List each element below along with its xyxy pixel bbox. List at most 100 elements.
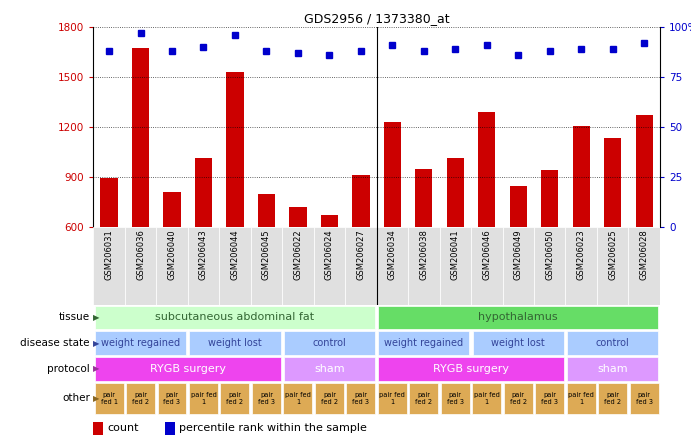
Text: GSM206027: GSM206027 — [357, 229, 366, 280]
Text: pair
fed 3: pair fed 3 — [352, 392, 370, 405]
Bar — [541, 170, 558, 227]
Bar — [536, 383, 565, 414]
Bar — [345, 227, 377, 305]
Bar — [502, 227, 534, 305]
Text: protocol: protocol — [47, 364, 90, 374]
Bar — [567, 383, 596, 414]
Bar — [95, 305, 375, 329]
Bar — [628, 227, 660, 305]
Text: sham: sham — [314, 364, 345, 374]
Text: pair fed
1: pair fed 1 — [191, 392, 216, 405]
Text: pair fed
1: pair fed 1 — [379, 392, 406, 405]
Bar — [95, 357, 281, 381]
Bar — [415, 169, 433, 227]
Text: control: control — [596, 338, 630, 348]
Title: GDS2956 / 1373380_at: GDS2956 / 1373380_at — [304, 12, 449, 25]
Bar — [565, 227, 597, 305]
Bar — [352, 175, 370, 227]
Bar — [95, 383, 124, 414]
Text: GSM206046: GSM206046 — [482, 229, 491, 280]
Text: RYGB surgery: RYGB surgery — [150, 364, 226, 374]
Bar — [597, 227, 628, 305]
Bar — [598, 383, 627, 414]
Bar — [314, 227, 345, 305]
Text: GSM206024: GSM206024 — [325, 229, 334, 280]
Bar — [377, 227, 408, 305]
Text: GSM206043: GSM206043 — [199, 229, 208, 280]
Text: weight lost: weight lost — [491, 338, 545, 348]
Bar — [378, 357, 564, 381]
Bar — [471, 227, 502, 305]
Bar — [509, 186, 527, 227]
Text: GSM206041: GSM206041 — [451, 229, 460, 280]
Text: GSM206040: GSM206040 — [167, 229, 176, 280]
Bar — [93, 227, 125, 305]
Bar — [409, 383, 438, 414]
Text: pair
fed 3: pair fed 3 — [541, 392, 558, 405]
Text: other: other — [62, 393, 90, 404]
Bar — [251, 227, 282, 305]
Bar — [164, 422, 175, 435]
Text: GSM206028: GSM206028 — [640, 229, 649, 280]
Bar — [95, 331, 186, 355]
Text: disease state: disease state — [20, 338, 90, 348]
Text: pair
fed 2: pair fed 2 — [415, 392, 433, 405]
Bar — [321, 215, 338, 227]
Text: GSM206044: GSM206044 — [230, 229, 240, 280]
Text: GSM206049: GSM206049 — [513, 229, 523, 280]
Bar — [220, 383, 249, 414]
Bar — [378, 383, 407, 414]
Text: GSM206045: GSM206045 — [262, 229, 271, 280]
Text: pair
fed 3: pair fed 3 — [447, 392, 464, 405]
Bar — [132, 48, 149, 227]
Text: RYGB surgery: RYGB surgery — [433, 364, 509, 374]
Text: subcutaneous abdominal fat: subcutaneous abdominal fat — [155, 313, 314, 322]
Bar — [439, 227, 471, 305]
Bar — [384, 122, 401, 227]
Text: pair fed
1: pair fed 1 — [285, 392, 311, 405]
Bar — [441, 383, 470, 414]
Bar — [534, 227, 565, 305]
Text: GSM206025: GSM206025 — [608, 229, 617, 280]
Bar — [163, 192, 180, 227]
Text: pair
fed 1: pair fed 1 — [100, 392, 117, 405]
Bar — [100, 178, 117, 227]
Bar — [219, 227, 251, 305]
Text: pair fed
1: pair fed 1 — [568, 392, 594, 405]
Bar — [93, 422, 103, 435]
Bar — [604, 139, 621, 227]
Bar — [125, 227, 156, 305]
Bar — [567, 331, 659, 355]
Text: tissue: tissue — [59, 313, 90, 322]
Bar — [195, 159, 212, 227]
Bar — [189, 331, 281, 355]
Bar — [126, 383, 155, 414]
Bar — [189, 383, 218, 414]
Text: percentile rank within the sample: percentile rank within the sample — [178, 424, 366, 433]
Text: GSM206022: GSM206022 — [294, 229, 303, 280]
Text: pair
fed 2: pair fed 2 — [510, 392, 527, 405]
Text: ▶: ▶ — [93, 394, 99, 403]
Bar — [408, 227, 439, 305]
Bar — [284, 331, 375, 355]
Bar — [282, 227, 314, 305]
Bar — [188, 227, 219, 305]
Bar — [478, 112, 495, 227]
Text: hypothalamus: hypothalamus — [478, 313, 558, 322]
Text: GSM206050: GSM206050 — [545, 229, 554, 280]
Bar — [158, 383, 187, 414]
Text: pair
fed 2: pair fed 2 — [604, 392, 621, 405]
Text: pair
fed 3: pair fed 3 — [258, 392, 275, 405]
Bar — [473, 331, 564, 355]
Bar — [346, 383, 375, 414]
Text: pair fed
1: pair fed 1 — [474, 392, 500, 405]
Text: pair
fed 2: pair fed 2 — [132, 392, 149, 405]
Bar — [258, 194, 275, 227]
Text: pair
fed 3: pair fed 3 — [164, 392, 180, 405]
Bar — [378, 305, 659, 329]
Text: pair
fed 2: pair fed 2 — [321, 392, 338, 405]
Bar — [252, 383, 281, 414]
Text: GSM206023: GSM206023 — [577, 229, 586, 280]
Text: pair
fed 3: pair fed 3 — [636, 392, 653, 405]
Bar — [315, 383, 344, 414]
